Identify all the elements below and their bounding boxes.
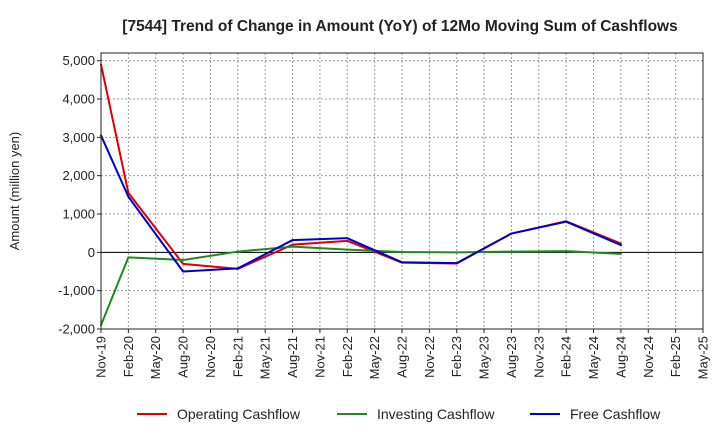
investing-cashflow-line bbox=[100, 245, 622, 327]
x-tick-label: May-20 bbox=[148, 336, 163, 379]
x-tick-label: Feb-20 bbox=[121, 336, 136, 377]
y-tick-label: -1,000 bbox=[58, 283, 95, 298]
x-tick-label: Feb-22 bbox=[340, 336, 355, 377]
legend: Operating Cashflow Investing Cashflow Free… bbox=[137, 406, 661, 422]
y-tick-label: 4,000 bbox=[62, 92, 95, 107]
x-tick-label: May-24 bbox=[586, 336, 601, 379]
y-tick-label: -2,000 bbox=[58, 322, 95, 337]
x-tick-label: Aug-20 bbox=[176, 336, 191, 378]
chart-title: [7544] Trend of Change in Amount (YoY) o… bbox=[122, 18, 677, 35]
x-tick-label: Nov-19 bbox=[94, 336, 109, 378]
y-tick-label: 1,000 bbox=[62, 207, 95, 222]
x-tick-label: Nov-23 bbox=[531, 336, 546, 378]
x-tick-label: May-22 bbox=[367, 336, 382, 379]
x-tick-label: Aug-22 bbox=[395, 336, 410, 378]
x-tick-label: Feb-23 bbox=[449, 336, 464, 377]
axis-layer: -2,000 -1,000 0 1,000 2,000 3,000 4,000 5,000 No… bbox=[58, 52, 711, 379]
free-cashflow-legend-label: Free Cashflow bbox=[570, 406, 661, 422]
series-layer bbox=[100, 63, 622, 327]
x-tick-label: Feb-24 bbox=[559, 336, 574, 377]
y-tick-label: 5,000 bbox=[62, 53, 95, 68]
x-tick-label: Nov-22 bbox=[422, 336, 437, 378]
x-tick-label: Aug-23 bbox=[504, 336, 519, 378]
x-tick-label: Aug-24 bbox=[613, 336, 628, 378]
y-axis-title: Amount (million yen) bbox=[7, 132, 22, 251]
investing-cashflow-legend-label: Investing Cashflow bbox=[377, 406, 495, 422]
y-tick-label: 2,000 bbox=[62, 168, 95, 183]
x-tick-label: May-21 bbox=[258, 336, 273, 379]
x-tick-label: Nov-21 bbox=[312, 336, 327, 378]
free-cashflow-line bbox=[100, 134, 622, 273]
operating-cashflow-legend-label: Operating Cashflow bbox=[177, 406, 301, 422]
x-tick-label: Feb-25 bbox=[668, 336, 683, 377]
y-tick-label: 0 bbox=[88, 245, 95, 260]
x-tick-label: Aug-21 bbox=[285, 336, 300, 378]
x-tick-label: Nov-24 bbox=[641, 336, 656, 378]
x-tick-label: Feb-21 bbox=[230, 336, 245, 377]
grid-layer bbox=[100, 53, 704, 330]
x-tick-label: May-23 bbox=[477, 336, 492, 379]
y-tick-label: 3,000 bbox=[62, 130, 95, 145]
x-tick-label: May-25 bbox=[696, 336, 711, 379]
x-tick-label: Nov-20 bbox=[203, 336, 218, 378]
